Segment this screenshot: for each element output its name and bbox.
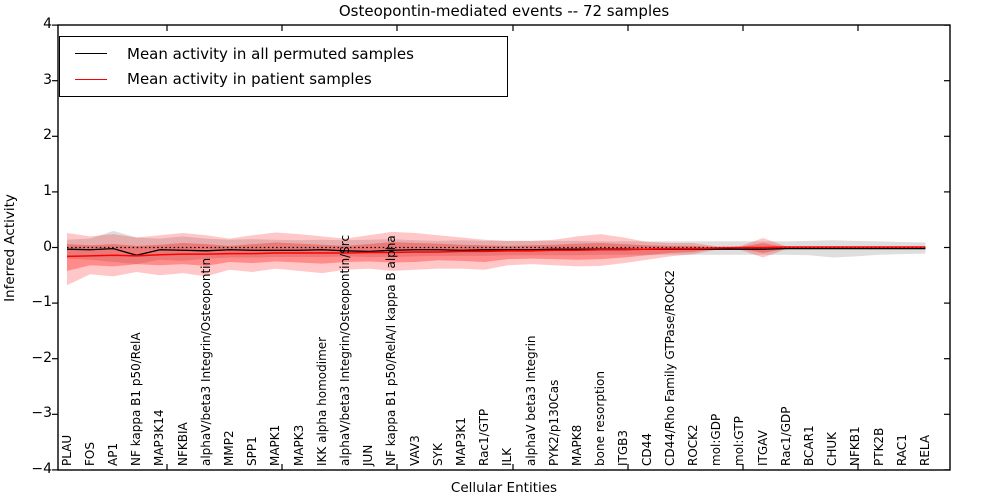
y-tick-label: −2 [31, 349, 52, 366]
x-tick-label: ITGAV [755, 430, 770, 466]
x-tick-label: MAPK8 [569, 424, 584, 466]
x-tick-label: JUN [361, 444, 376, 466]
legend-label-patient: Mean activity in patient samples [127, 70, 372, 89]
x-tick-label: CD44/Rho Family GTPase/ROCK2 [662, 269, 677, 466]
permuted-samples-range-band [67, 230, 926, 265]
x-tick-label: MAP3K14 [152, 409, 167, 466]
x-tick-label: ILK [500, 447, 515, 466]
x-tick-label: BCAR1 [801, 425, 816, 466]
legend-line-red [75, 78, 107, 80]
x-tick-label: NF kappa B1 p50/RelA [129, 332, 144, 466]
x-tick-label: CHUK [825, 431, 840, 466]
x-tick-label: alphaV/beta3 Integrin/Osteopontin/Src [337, 234, 352, 466]
x-tick-label: SYK [430, 443, 445, 466]
x-tick-label: RAC1 [894, 434, 909, 466]
y-tick-label: −4 [31, 460, 52, 477]
x-tick-label: AP1 [105, 442, 120, 466]
legend-row-permuted: Mean activity in all permuted samples [60, 45, 507, 63]
y-tick-label: 0 [43, 238, 52, 255]
x-tick-label: MMP2 [221, 430, 236, 466]
x-tick-label: PTK2B [871, 427, 886, 466]
x-axis-label: Cellular Entities [450, 480, 558, 496]
x-tick-label: mol:GDP [709, 413, 724, 466]
x-tick-label: Rac1/GTP [477, 408, 492, 466]
y-axis-label: Inferred Activity [2, 194, 18, 302]
x-tick-label: Rac1/GDP [778, 406, 793, 466]
x-tick-label: NFKBIA [175, 422, 190, 466]
patient-samples-outer-range-band [67, 231, 926, 286]
x-tick-label: FOS [82, 442, 97, 466]
y-tick-label: 2 [43, 127, 52, 144]
x-tick-label: CD44 [639, 433, 654, 466]
x-tick-label: NFKB1 [848, 426, 863, 466]
series-line-1 [66, 246, 926, 258]
legend-label-permuted: Mean activity in all permuted samples [127, 44, 414, 63]
legend: Mean activity in all permuted samples Me… [59, 36, 508, 97]
y-tick-label: 3 [43, 71, 52, 88]
x-tick-label: mol:GTP [732, 416, 747, 466]
x-tick-label: bone resorption [593, 371, 608, 466]
y-tick-label: 1 [43, 182, 52, 199]
x-tick-label: IKK alpha homodimer [314, 336, 329, 466]
x-tick-label: MAP3K1 [453, 417, 468, 466]
x-tick-label: VAV3 [407, 435, 422, 466]
legend-line-black [75, 53, 107, 55]
x-tick-label: NF kappa B1 p50/RelA/I kappa B alpha [384, 235, 399, 466]
x-tick-label: RELA [917, 434, 932, 466]
x-tick-label: ITGB3 [616, 429, 631, 466]
y-tick-label: 4 [43, 16, 52, 33]
legend-row-patient: Mean activity in patient samples [60, 70, 507, 88]
x-tick-label: alphaV/beta3 Integrin/Osteopontin [198, 257, 213, 466]
x-tick-label: MAPK1 [268, 424, 283, 466]
x-tick-label: MAPK3 [291, 424, 306, 466]
x-tick-label: ROCK2 [685, 424, 700, 466]
y-tick-label: −1 [31, 294, 52, 311]
x-tick-label: alphaV beta3 Integrin [523, 335, 538, 466]
y-tick-label: −3 [31, 405, 52, 422]
series-line-0 [66, 247, 926, 256]
x-tick-label: PYK2/p130Cas [546, 379, 561, 466]
x-tick-label: PLAU [59, 434, 74, 466]
x-tick-label: SPP1 [245, 436, 260, 466]
chart-title: Osteopontin-mediated events -- 72 sample… [338, 2, 670, 20]
